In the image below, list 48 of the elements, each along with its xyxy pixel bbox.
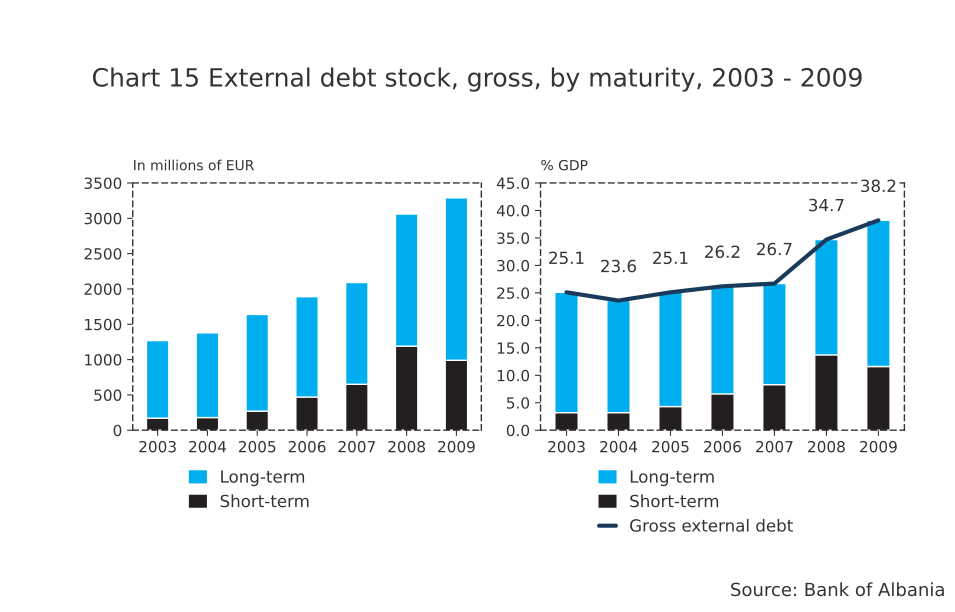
legend-label: Short-term <box>630 494 718 508</box>
x-tick-label: 2008 <box>808 440 845 452</box>
y-tick-label: 5.0 <box>506 397 530 409</box>
x-tick-label: 2007 <box>756 440 793 452</box>
source-note: Source: Bank of Albania <box>731 582 944 596</box>
data-label: 26.7 <box>757 242 792 256</box>
y-tick-label: 1500 <box>85 318 122 330</box>
data-label: 26.2 <box>705 245 740 258</box>
y-tick-label: 2500 <box>84 248 122 260</box>
x-tick-label: 2003 <box>139 440 176 452</box>
y-tick-label: 3500 <box>84 177 122 190</box>
x-tick-label: 2008 <box>388 440 426 452</box>
legend-label: Gross external debt <box>630 518 793 532</box>
x-tick-label: 2009 <box>860 440 897 452</box>
legend-label: Long-term <box>630 470 714 486</box>
y-tick-label: 10.0 <box>498 370 530 382</box>
data-label: 34.7 <box>809 198 844 212</box>
y-axis-title: % GDP <box>541 160 588 170</box>
y-tick-label: 0.0 <box>506 424 530 436</box>
legend-label: Long-term <box>221 470 304 486</box>
data-label: 25.1 <box>549 251 584 264</box>
x-tick-label: 2005 <box>652 440 689 452</box>
y-tick-label: 1000 <box>85 354 122 366</box>
x-tick-label: 2006 <box>288 440 326 452</box>
x-tick-label: 2006 <box>704 440 741 452</box>
data-label: 38.2 <box>861 180 896 192</box>
y-tick-label: 30.0 <box>497 260 530 272</box>
y-tick-label: 500 <box>94 389 122 401</box>
y-axis-title: In millions of EUR <box>134 160 254 170</box>
chart-title: Chart 15 External debt stock, gross, by maturity, 2003 - 2009 <box>93 67 862 92</box>
legend-label: Short-term <box>220 494 308 508</box>
data-label: 25.1 <box>653 251 688 264</box>
x-tick-label: 2005 <box>238 440 276 452</box>
y-tick-label: 40.0 <box>496 204 530 216</box>
x-tick-label: 2009 <box>438 440 475 452</box>
y-tick-label: 0 <box>114 424 122 436</box>
y-tick-label: 25.0 <box>497 287 530 299</box>
data-label: 23.6 <box>601 260 636 272</box>
y-tick-label: 15.0 <box>498 342 530 354</box>
y-tick-label: 35.0 <box>497 232 530 244</box>
y-tick-label: 45.0 <box>496 177 530 190</box>
y-tick-label: 20.0 <box>497 314 530 326</box>
y-tick-label: 2000 <box>84 283 122 295</box>
x-tick-label: 2004 <box>189 440 226 452</box>
x-tick-label: 2007 <box>338 440 375 452</box>
y-tick-label: 3000 <box>84 212 122 224</box>
x-tick-label: 2003 <box>548 440 585 452</box>
x-tick-label: 2004 <box>600 440 638 452</box>
